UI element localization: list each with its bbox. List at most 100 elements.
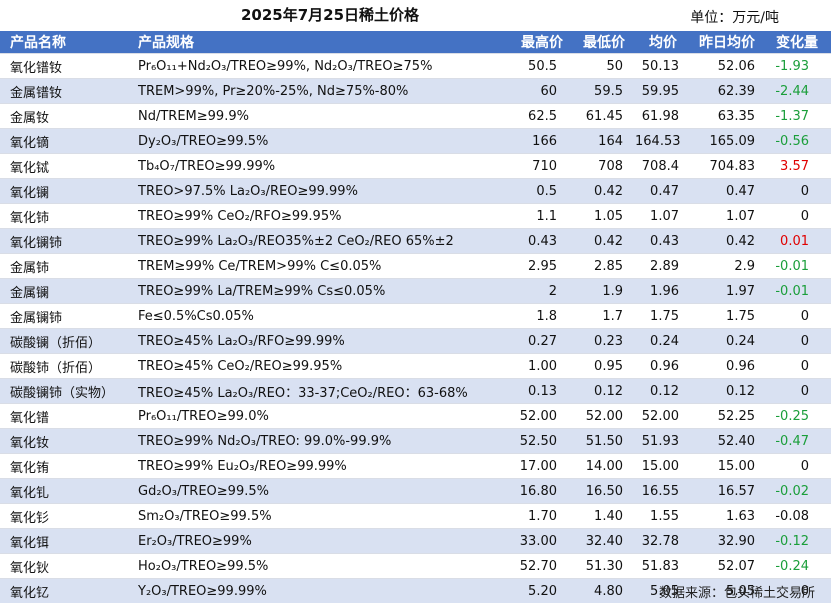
min-price: 1.7 xyxy=(573,304,635,329)
product-spec: Fe≤0.5%Cs0.05% xyxy=(136,304,511,329)
product-name: 氧化铒 xyxy=(0,529,136,554)
max-price: 166 xyxy=(511,129,573,154)
product-name: 氧化钆 xyxy=(0,479,136,504)
change-value: 0 xyxy=(763,454,831,479)
min-price: 59.5 xyxy=(573,79,635,104)
max-price: 2 xyxy=(511,279,573,304)
prev-avg-price: 52.07 xyxy=(691,554,763,579)
header-max: 最高价 xyxy=(511,31,573,54)
prev-avg-price: 52.25 xyxy=(691,404,763,429)
product-spec: TREM>99%, Pr≥20%-25%, Nd≥75%-80% xyxy=(136,79,511,104)
prev-avg-price: 15.00 xyxy=(691,454,763,479)
change-value: 0 xyxy=(763,304,831,329)
prev-avg-price: 52.40 xyxy=(691,429,763,454)
product-spec: Y₂O₃/TREO≥99.99% xyxy=(136,579,511,603)
sheet-title: 2025年7月25日稀土价格 xyxy=(200,4,460,25)
product-spec: TREM≥99% Ce/TREM>99% C≤0.05% xyxy=(136,254,511,279)
avg-price: 1.75 xyxy=(635,304,691,329)
product-name: 氧化镨 xyxy=(0,404,136,429)
avg-price: 52.00 xyxy=(635,404,691,429)
prev-avg-price: 165.09 xyxy=(691,129,763,154)
change-value: -0.02 xyxy=(763,479,831,504)
product-spec: TREO≥45% La₂O₃/RFO≥99.99% xyxy=(136,329,511,354)
change-value: -2.44 xyxy=(763,79,831,104)
product-name: 氧化钬 xyxy=(0,554,136,579)
product-spec: TREO≥99% La/TREM≥99% Cs≤0.05% xyxy=(136,279,511,304)
avg-price: 16.55 xyxy=(635,479,691,504)
max-price: 17.00 xyxy=(511,454,573,479)
change-value: -1.37 xyxy=(763,104,831,129)
avg-price: 2.89 xyxy=(635,254,691,279)
product-spec: Nd/TREM≥99.9% xyxy=(136,104,511,129)
min-price: 52.00 xyxy=(573,404,635,429)
data-source: 数据来源：包头稀土交易所 xyxy=(659,582,815,601)
avg-price: 0.24 xyxy=(635,329,691,354)
product-spec: TREO≥45% CeO₂/REO≥99.95% xyxy=(136,354,511,379)
min-price: 164 xyxy=(573,129,635,154)
avg-price: 50.13 xyxy=(635,54,691,79)
prev-avg-price: 1.75 xyxy=(691,304,763,329)
change-value: -0.24 xyxy=(763,554,831,579)
prev-avg-price: 63.35 xyxy=(691,104,763,129)
avg-price: 1.55 xyxy=(635,504,691,529)
product-spec: TREO≥45% La₂O₃/REO：33-37;CeO₂/REO：63-68% xyxy=(136,379,511,404)
change-value: 0 xyxy=(763,179,831,204)
header-avg: 均价 xyxy=(635,31,691,54)
prev-avg-price: 0.96 xyxy=(691,354,763,379)
min-price: 1.40 xyxy=(573,504,635,529)
min-price: 708 xyxy=(573,154,635,179)
max-price: 0.13 xyxy=(511,379,573,404)
product-name: 碳酸铈（折佰） xyxy=(0,354,136,379)
max-price: 1.70 xyxy=(511,504,573,529)
min-price: 0.23 xyxy=(573,329,635,354)
max-price: 52.50 xyxy=(511,429,573,454)
prev-avg-price: 1.63 xyxy=(691,504,763,529)
max-price: 1.00 xyxy=(511,354,573,379)
min-price: 0.42 xyxy=(573,179,635,204)
min-price: 2.85 xyxy=(573,254,635,279)
avg-price: 1.07 xyxy=(635,204,691,229)
product-spec: Gd₂O₃/TREO≥99.5% xyxy=(136,479,511,504)
product-name: 氧化镝 xyxy=(0,129,136,154)
header-row: 产品名称 产品规格 最高价 最低价 均价 昨日均价 变化量 xyxy=(0,31,831,54)
prev-avg-price: 1.07 xyxy=(691,204,763,229)
product-spec: TREO≥99% Nd₂O₃/TREO: 99.0%-99.9% xyxy=(136,429,511,454)
prev-avg-price: 1.97 xyxy=(691,279,763,304)
min-price: 0.95 xyxy=(573,354,635,379)
min-price: 1.05 xyxy=(573,204,635,229)
avg-price: 708.4 xyxy=(635,154,691,179)
avg-price: 61.98 xyxy=(635,104,691,129)
max-price: 0.5 xyxy=(511,179,573,204)
change-value: -0.56 xyxy=(763,129,831,154)
product-name: 氧化镨钕 xyxy=(0,54,136,79)
product-name: 金属镧铈 xyxy=(0,304,136,329)
avg-price: 0.47 xyxy=(635,179,691,204)
prev-avg-price: 0.12 xyxy=(691,379,763,404)
prev-avg-price: 0.47 xyxy=(691,179,763,204)
product-name: 氧化铈 xyxy=(0,204,136,229)
min-price: 4.80 xyxy=(573,579,635,603)
unit-label: 单位：万元/吨 xyxy=(690,7,779,27)
change-value: 0 xyxy=(763,329,831,354)
min-price: 32.40 xyxy=(573,529,635,554)
avg-price: 1.96 xyxy=(635,279,691,304)
prev-avg-price: 704.83 xyxy=(691,154,763,179)
product-name: 金属镧 xyxy=(0,279,136,304)
change-value: -0.08 xyxy=(763,504,831,529)
prev-avg-price: 62.39 xyxy=(691,79,763,104)
product-spec: Tb₄O₇/TREO≥99.99% xyxy=(136,154,511,179)
min-price: 14.00 xyxy=(573,454,635,479)
header-prev-avg: 昨日均价 xyxy=(691,31,763,54)
change-value: -0.01 xyxy=(763,254,831,279)
avg-price: 51.83 xyxy=(635,554,691,579)
